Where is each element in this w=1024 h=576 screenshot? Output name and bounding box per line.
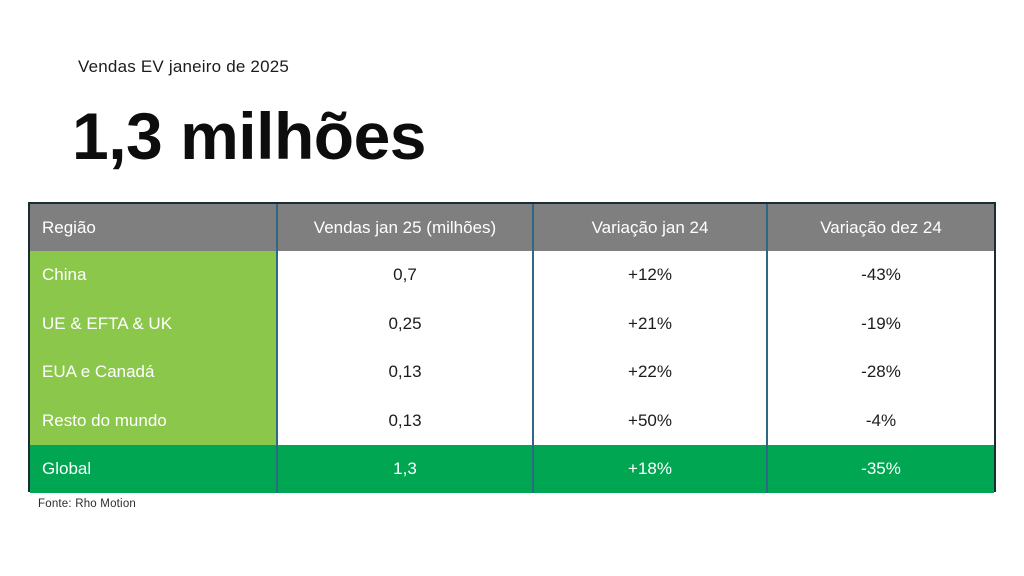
var-dez-cell: -28% bbox=[766, 348, 994, 397]
headline-metric: 1,3 milhões bbox=[72, 99, 427, 173]
var-jan-cell: +21% bbox=[532, 299, 766, 349]
sales-cell: 0,13 bbox=[276, 348, 532, 397]
region-cell: UE & EFTA & UK bbox=[30, 299, 276, 349]
column-header-var-dez: Variação dez 24 bbox=[766, 204, 994, 251]
var-dez-cell: -35% bbox=[766, 445, 994, 493]
var-jan-cell: +22% bbox=[532, 348, 766, 397]
var-dez-cell: -43% bbox=[766, 251, 994, 300]
var-jan-cell: +18% bbox=[532, 445, 766, 493]
source-note: Fonte: Rho Motion bbox=[38, 498, 137, 510]
sales-cell: 0,25 bbox=[276, 299, 532, 349]
region-cell: China bbox=[30, 251, 276, 300]
sales-cell: 1,3 bbox=[276, 445, 532, 493]
sales-cell: 0,7 bbox=[276, 251, 532, 300]
var-dez-cell: -19% bbox=[766, 299, 994, 349]
var-jan-cell: +12% bbox=[532, 251, 766, 300]
region-cell: EUA e Canadá bbox=[30, 348, 276, 397]
var-jan-cell: +50% bbox=[532, 396, 766, 446]
var-dez-cell: -4% bbox=[766, 396, 994, 446]
column-header-sales: Vendas jan 25 (milhões) bbox=[276, 204, 532, 251]
sales-cell: 0,13 bbox=[276, 396, 532, 446]
ev-sales-table: Região Vendas jan 25 (milhões) Variação … bbox=[28, 202, 996, 493]
region-cell: Resto do mundo bbox=[30, 396, 276, 446]
column-header-var-jan: Variação jan 24 bbox=[532, 204, 766, 251]
region-cell: Global bbox=[30, 445, 276, 493]
slide-subtitle: Vendas EV janeiro de 2025 bbox=[78, 57, 290, 76]
column-header-region: Região bbox=[30, 204, 276, 251]
